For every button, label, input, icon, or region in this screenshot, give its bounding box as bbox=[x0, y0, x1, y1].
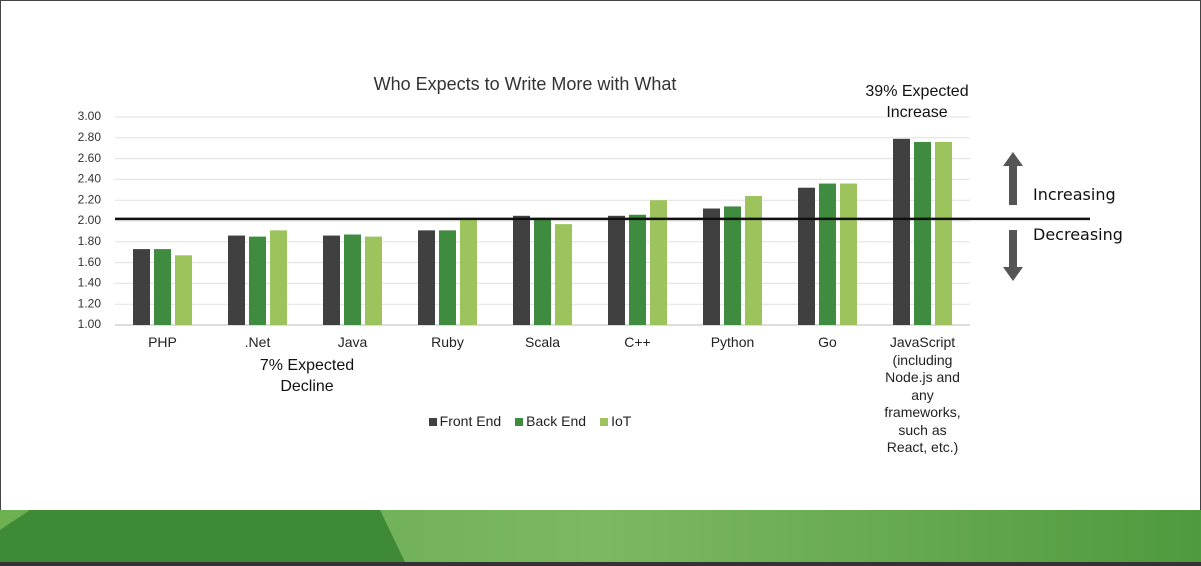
bar bbox=[513, 215, 530, 325]
legend-label: Front End bbox=[439, 413, 502, 429]
annotation: 7% Expected Decline bbox=[259, 357, 355, 395]
arrow-up bbox=[1003, 152, 1023, 205]
y-tick-label: 1.00 bbox=[78, 317, 102, 331]
bar bbox=[914, 141, 931, 325]
x-tick-label: .Net bbox=[244, 334, 271, 350]
bar bbox=[228, 235, 245, 325]
y-tick-label: 1.80 bbox=[78, 234, 102, 248]
bar bbox=[650, 200, 667, 325]
bar bbox=[270, 230, 287, 325]
footer-shape bbox=[0, 510, 30, 530]
bar bbox=[840, 183, 857, 325]
x-tick-label: PHP bbox=[148, 334, 177, 350]
bar bbox=[344, 234, 361, 325]
bar bbox=[629, 214, 646, 325]
annotation: Increasing bbox=[1033, 185, 1116, 204]
legend-label: IoT bbox=[611, 413, 632, 429]
x-tick-label: Scala bbox=[524, 334, 561, 350]
legend-swatch bbox=[600, 418, 609, 426]
bar bbox=[249, 236, 266, 325]
legend-item: Front End bbox=[428, 413, 502, 429]
bar bbox=[460, 218, 477, 325]
bar bbox=[534, 217, 551, 325]
bar bbox=[935, 141, 952, 325]
bar bbox=[608, 215, 625, 325]
y-tick-label: 2.20 bbox=[78, 192, 102, 206]
bar bbox=[154, 249, 171, 325]
footer-shape bbox=[0, 510, 405, 562]
bar bbox=[745, 196, 762, 325]
legend: Front End Back End IoT bbox=[330, 413, 730, 429]
legend-item: Back End bbox=[515, 413, 586, 429]
bar bbox=[365, 236, 382, 325]
x-tick-label: Ruby bbox=[431, 334, 464, 350]
x-tick-label: Go bbox=[818, 334, 837, 350]
x-tick-label: Python bbox=[710, 334, 755, 350]
y-tick-label: 1.60 bbox=[78, 255, 102, 269]
legend-swatch bbox=[428, 418, 437, 426]
bar bbox=[893, 138, 910, 325]
bar bbox=[439, 230, 456, 325]
x-tick-label: JavaScript (including Node.js and any fr… bbox=[884, 334, 961, 455]
y-tick-label: 2.40 bbox=[78, 172, 102, 186]
x-tick-label: Java bbox=[337, 334, 368, 350]
x-tick-label: C++ bbox=[624, 334, 651, 350]
bar bbox=[798, 187, 815, 325]
chart-title: Who Expects to Write More with What bbox=[374, 74, 677, 94]
bar bbox=[323, 235, 340, 325]
y-tick-label: 2.00 bbox=[78, 213, 102, 227]
bar bbox=[819, 183, 836, 325]
y-tick-label: 1.20 bbox=[78, 296, 102, 310]
y-tick-label: 2.80 bbox=[78, 130, 102, 144]
arrow-down bbox=[1003, 230, 1023, 281]
bar bbox=[418, 230, 435, 325]
bar bbox=[133, 249, 150, 325]
annotation: Decreasing bbox=[1033, 225, 1123, 244]
bar bbox=[724, 206, 741, 325]
bar bbox=[703, 208, 720, 325]
footer-line bbox=[0, 562, 1201, 566]
legend-item: IoT bbox=[600, 413, 631, 429]
annotation: 39% Expected Increase bbox=[865, 83, 969, 121]
y-tick-label: 2.60 bbox=[78, 151, 102, 165]
y-tick-label: 3.00 bbox=[78, 109, 102, 123]
bar bbox=[555, 224, 572, 325]
bar bbox=[175, 255, 192, 325]
legend-label: Back End bbox=[526, 413, 587, 429]
y-tick-label: 1.40 bbox=[78, 276, 102, 290]
legend-swatch bbox=[515, 418, 524, 426]
